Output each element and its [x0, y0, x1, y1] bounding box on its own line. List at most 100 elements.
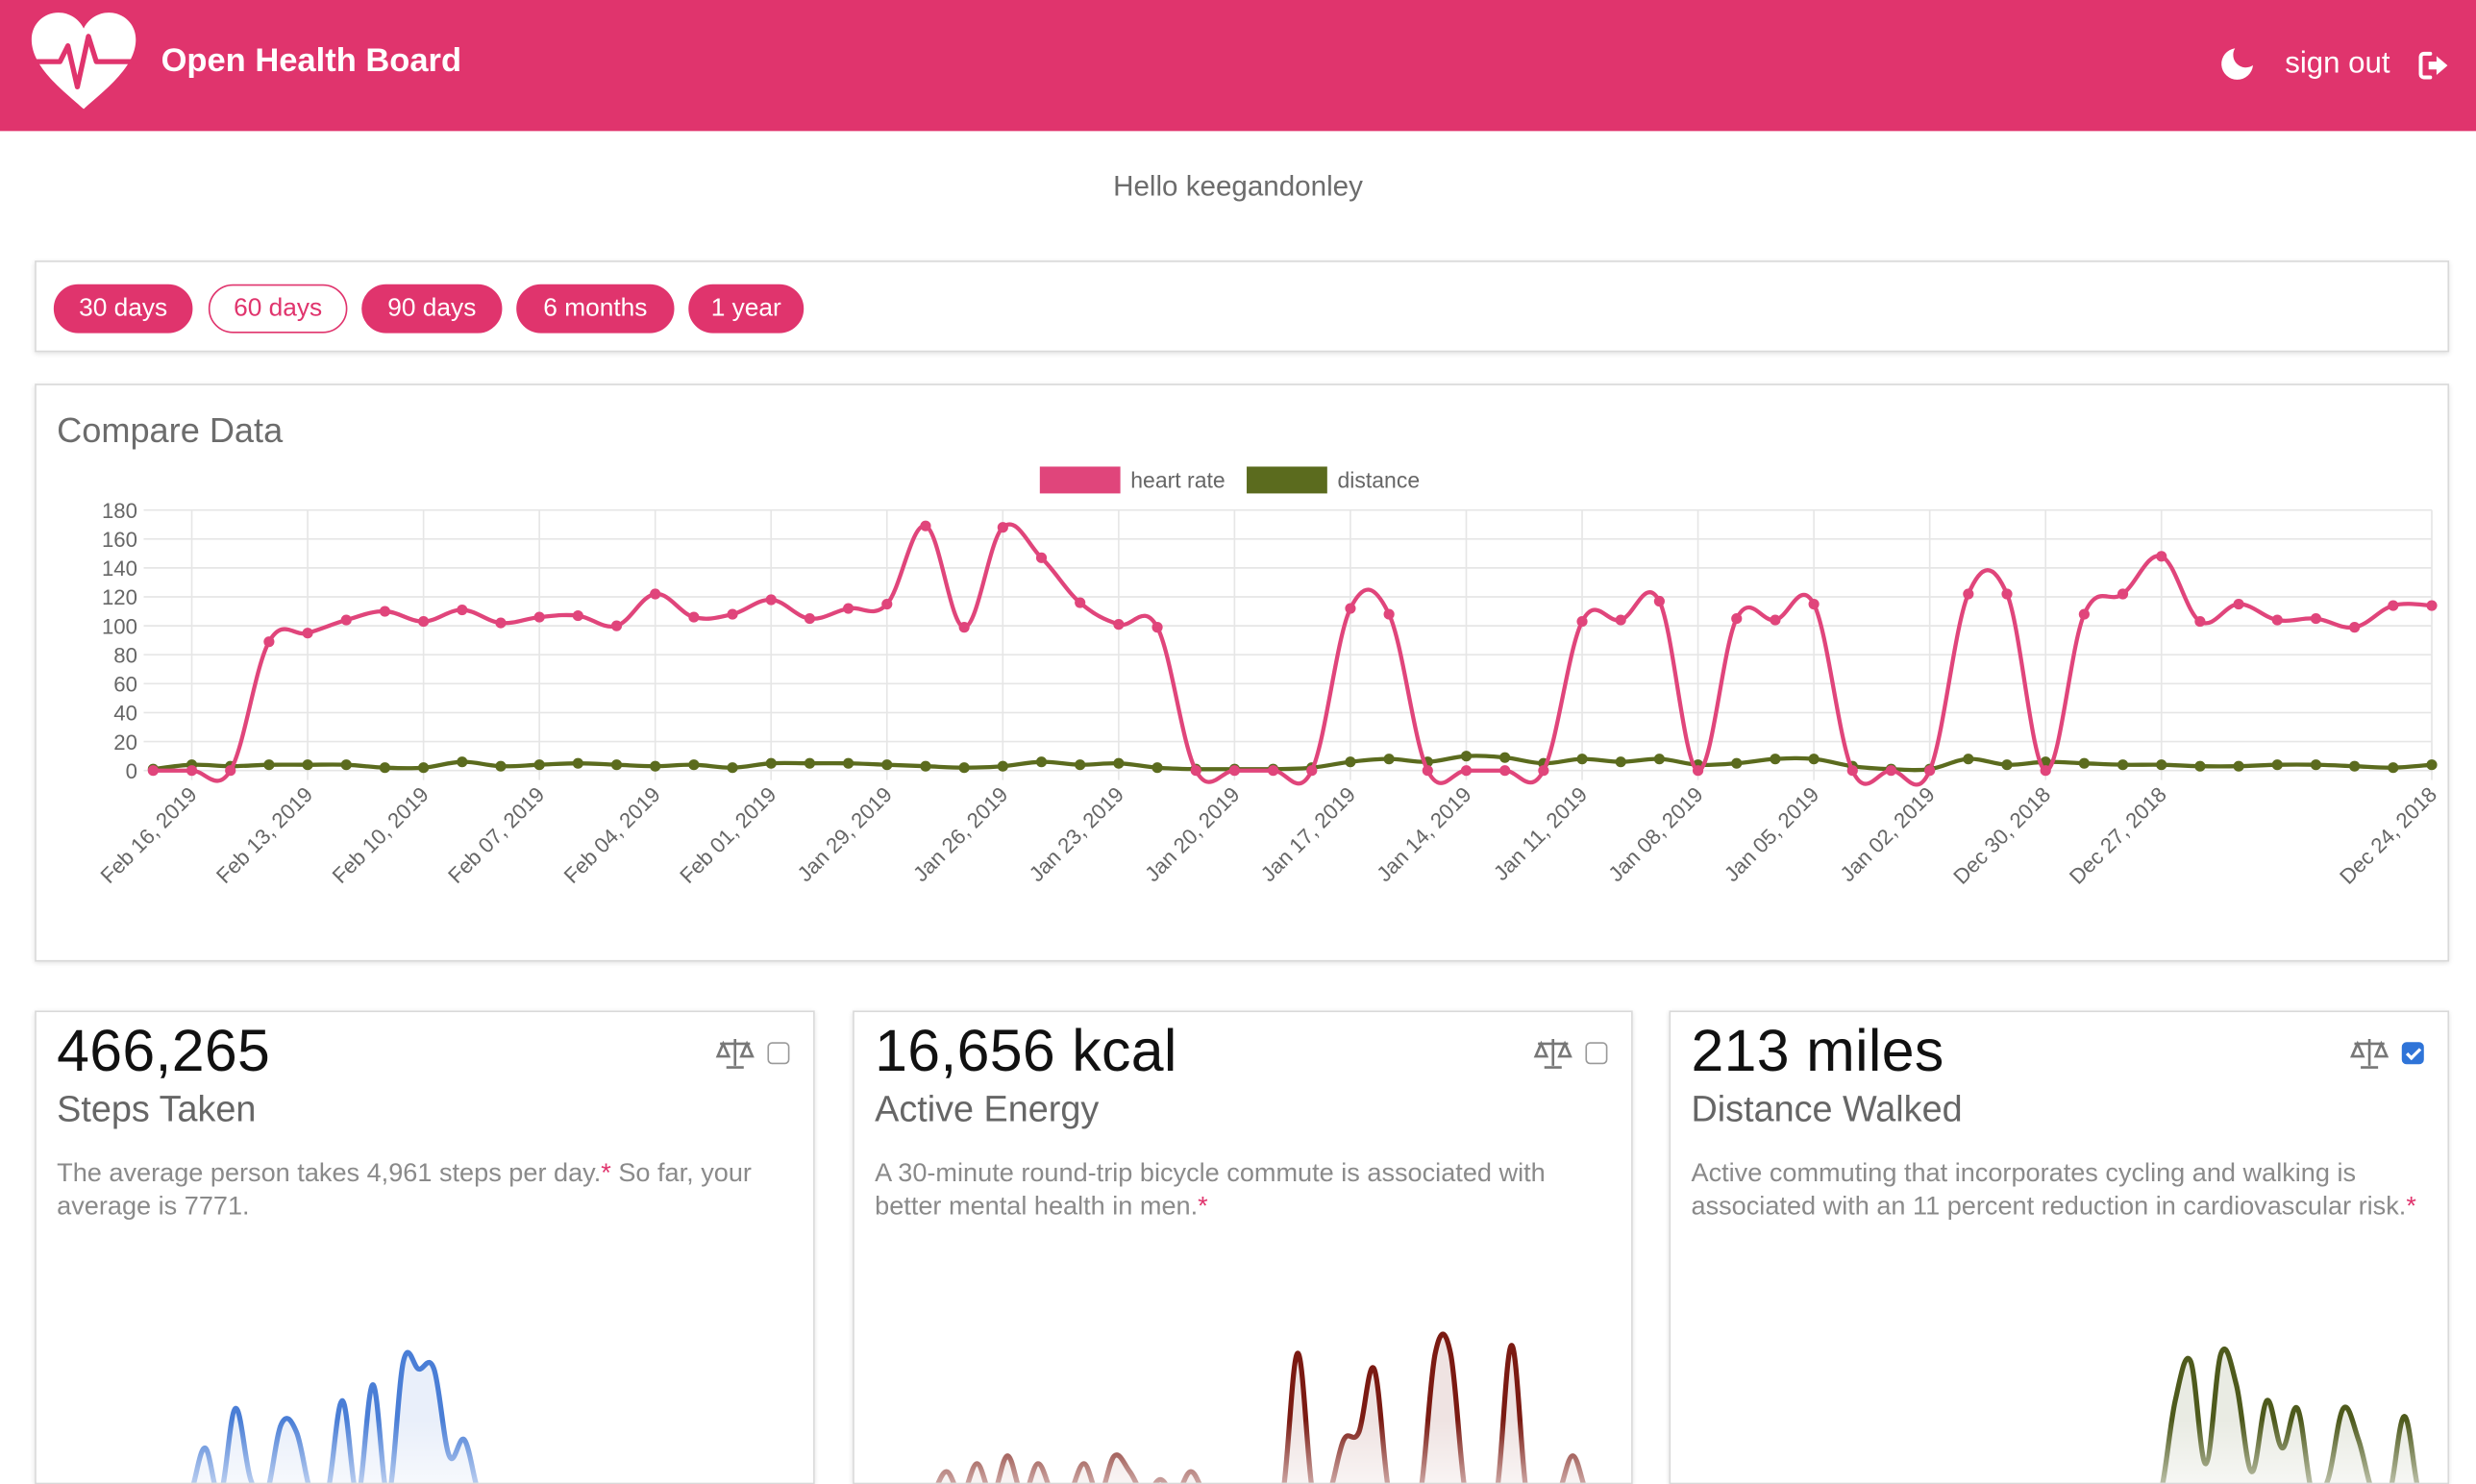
data-point[interactable] — [533, 759, 545, 771]
data-point[interactable] — [1345, 603, 1356, 614]
data-point[interactable] — [650, 760, 661, 772]
app-title[interactable]: Open Health Board — [161, 42, 462, 80]
data-point[interactable] — [2001, 759, 2013, 771]
data-point[interactable] — [340, 614, 352, 626]
moon-icon[interactable] — [2217, 46, 2255, 84]
data-point[interactable] — [1499, 765, 1511, 777]
data-point[interactable] — [1885, 765, 1897, 777]
data-point[interactable] — [572, 609, 583, 622]
data-point[interactable] — [958, 622, 970, 633]
data-point[interactable] — [1268, 765, 1279, 777]
data-point[interactable] — [2156, 759, 2167, 771]
data-point[interactable] — [1460, 765, 1473, 777]
data-point[interactable] — [650, 588, 661, 600]
data-point[interactable] — [2156, 551, 2167, 562]
data-point[interactable] — [1615, 614, 1626, 626]
data-point[interactable] — [1808, 598, 1820, 610]
data-point[interactable] — [2349, 760, 2361, 772]
data-point[interactable] — [2426, 759, 2438, 771]
data-point[interactable] — [225, 765, 236, 777]
data-point[interactable] — [997, 760, 1008, 772]
data-point[interactable] — [1963, 588, 1974, 600]
data-point[interactable] — [340, 759, 352, 771]
data-point[interactable] — [804, 613, 816, 625]
data-point[interactable] — [2388, 600, 2399, 611]
data-point[interactable] — [727, 762, 738, 774]
data-point[interactable] — [1576, 616, 1588, 628]
data-point[interactable] — [997, 522, 1008, 533]
data-point[interactable] — [1731, 757, 1743, 769]
data-point[interactable] — [379, 606, 391, 617]
data-point[interactable] — [1035, 756, 1048, 768]
data-point[interactable] — [2310, 759, 2322, 771]
data-point[interactable] — [2388, 762, 2399, 774]
data-point[interactable] — [765, 757, 777, 769]
compare-checkbox[interactable] — [1585, 1042, 1608, 1065]
heart-pulse-logo-icon[interactable] — [25, 8, 142, 111]
range-1-year-button[interactable]: 1 year — [688, 284, 805, 334]
data-point[interactable] — [1190, 765, 1201, 777]
sign-out-icon[interactable] — [2417, 49, 2451, 82]
data-point[interactable] — [572, 757, 583, 769]
data-point[interactable] — [610, 759, 623, 771]
data-point[interactable] — [881, 759, 893, 771]
data-point[interactable] — [457, 604, 468, 616]
data-point[interactable] — [1963, 754, 1974, 765]
data-point[interactable] — [2271, 614, 2283, 626]
data-point[interactable] — [1151, 762, 1163, 774]
data-point[interactable] — [1035, 552, 1048, 563]
data-point[interactable] — [1615, 756, 1626, 768]
data-point[interactable] — [843, 757, 854, 769]
data-point[interactable] — [1113, 619, 1125, 631]
data-point[interactable] — [1075, 759, 1086, 771]
data-point[interactable] — [302, 628, 313, 639]
data-point[interactable] — [533, 611, 545, 623]
data-point[interactable] — [920, 520, 931, 532]
data-point[interactable] — [1770, 754, 1781, 765]
data-point[interactable] — [688, 611, 700, 623]
data-point[interactable] — [1345, 756, 1356, 768]
data-point[interactable] — [2310, 613, 2322, 625]
data-point[interactable] — [263, 636, 275, 648]
data-point[interactable] — [1808, 754, 1820, 765]
data-point[interactable] — [2001, 588, 2013, 600]
legend-item[interactable]: distance — [1247, 466, 1420, 494]
data-point[interactable] — [418, 616, 430, 628]
data-point[interactable] — [1499, 752, 1511, 763]
data-point[interactable] — [1576, 754, 1588, 765]
legend-item[interactable]: heart rate — [1039, 466, 1226, 494]
data-point[interactable] — [2233, 760, 2244, 772]
compare-checkbox-checked[interactable] — [2401, 1042, 2424, 1065]
data-point[interactable] — [495, 760, 507, 772]
data-point[interactable] — [1228, 765, 1240, 777]
data-point[interactable] — [1422, 765, 1433, 777]
sign-out-link[interactable]: sign out — [2285, 47, 2390, 81]
data-point[interactable] — [1731, 613, 1743, 625]
data-point[interactable] — [186, 765, 198, 777]
data-point[interactable] — [1653, 595, 1665, 607]
data-point[interactable] — [457, 756, 468, 768]
data-point[interactable] — [263, 759, 275, 771]
data-point[interactable] — [688, 759, 700, 771]
data-point[interactable] — [2349, 622, 2361, 633]
data-point[interactable] — [2194, 616, 2206, 628]
data-point[interactable] — [1770, 614, 1781, 626]
data-point[interactable] — [2426, 600, 2438, 611]
data-point[interactable] — [1692, 765, 1704, 777]
data-point[interactable] — [1924, 765, 1936, 777]
range-30-days-button[interactable]: 30 days — [53, 284, 193, 334]
data-point[interactable] — [2233, 598, 2244, 610]
data-point[interactable] — [379, 762, 391, 774]
data-point[interactable] — [727, 608, 738, 620]
data-point[interactable] — [1538, 765, 1549, 777]
data-point[interactable] — [2117, 588, 2129, 600]
data-point[interactable] — [2078, 757, 2090, 769]
data-point[interactable] — [1075, 597, 1086, 608]
data-point[interactable] — [804, 757, 816, 769]
data-point[interactable] — [1151, 622, 1163, 633]
range-6-months-button[interactable]: 6 months — [516, 284, 675, 334]
data-point[interactable] — [418, 762, 430, 774]
data-point[interactable] — [2040, 765, 2051, 777]
data-point[interactable] — [881, 598, 893, 610]
range-60-days-button[interactable]: 60 days — [208, 284, 348, 334]
